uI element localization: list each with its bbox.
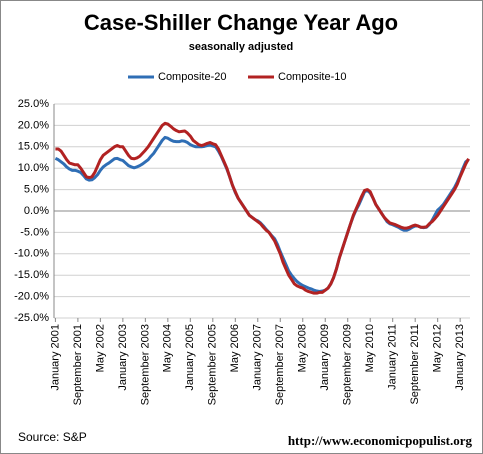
legend-label: Composite-20 <box>158 71 226 83</box>
y-tick-label: 15.0% <box>18 141 49 153</box>
y-tick-label: -15.0% <box>14 269 49 281</box>
y-tick-label: -5.0% <box>20 226 49 238</box>
x-tick-label: September 2007 <box>274 324 286 405</box>
x-tick-label: January 2007 <box>252 324 264 391</box>
y-tick-label: 20.0% <box>18 119 49 131</box>
x-tick-label: September 2003 <box>139 324 151 405</box>
x-tick-label: January 2011 <box>387 324 399 390</box>
x-tick-label: January 2013 <box>454 324 466 391</box>
x-tick-label: September 2005 <box>207 324 219 405</box>
y-tick-label: -25.0% <box>14 312 49 324</box>
x-tick-label: September 2009 <box>342 324 354 405</box>
series-line <box>55 121 470 295</box>
x-tick-label: September 2001 <box>72 324 84 405</box>
legend-label: Composite-10 <box>278 71 346 83</box>
x-tick-label: January 2003 <box>117 324 129 391</box>
url: http://www.economicpopulist.org <box>288 433 473 448</box>
source: Source: S&P <box>18 430 87 444</box>
x-tick-label: January 2001 <box>49 324 61 391</box>
chart-title: Case-Shiller Change Year Ago <box>84 10 398 35</box>
x-tick-label: January 2005 <box>184 324 196 391</box>
y-tick-label: 25.0% <box>18 98 49 110</box>
y-tick-label: -20.0% <box>14 291 49 303</box>
y-tick-label: 10.0% <box>18 162 49 174</box>
x-tick-label: May 2012 <box>432 324 444 372</box>
x-tick-label: May 2004 <box>162 324 174 372</box>
x-tick-label: May 2006 <box>229 324 241 372</box>
y-tick-label: 0.0% <box>24 205 49 217</box>
x-tick-label: May 2010 <box>364 324 376 372</box>
x-tick-label: May 2008 <box>297 324 309 372</box>
x-tick-label: September 2011 <box>409 324 421 405</box>
y-tick-label: -10.0% <box>14 248 49 260</box>
x-tick-label: January 2009 <box>319 324 331 391</box>
x-tick-label: May 2002 <box>94 324 106 372</box>
chart-subtitle: seasonally adjusted <box>189 41 294 53</box>
y-tick-label: 5.0% <box>24 184 49 196</box>
